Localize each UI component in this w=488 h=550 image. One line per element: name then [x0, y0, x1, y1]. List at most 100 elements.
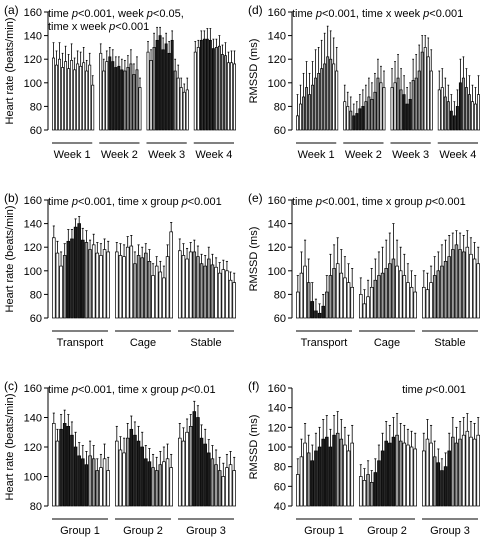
- bar: [62, 255, 67, 319]
- bar: [384, 268, 388, 319]
- bar: [303, 442, 307, 507]
- bar: [108, 56, 112, 131]
- bar: [91, 458, 96, 507]
- bar: [66, 240, 71, 319]
- bar: [196, 256, 200, 319]
- bar: [99, 467, 103, 507]
- bar: [370, 98, 374, 131]
- bar: [314, 77, 318, 131]
- bar: [61, 67, 65, 131]
- bar: [380, 450, 385, 507]
- bar: [409, 286, 414, 319]
- panel-e: (e) time p<0.001, time x group p<0.001 60 8…: [248, 191, 480, 349]
- bar: [339, 272, 344, 319]
- bar: [149, 60, 153, 131]
- bar: [122, 256, 126, 319]
- category-label: Group 1: [304, 525, 344, 537]
- panel-label: (d): [248, 3, 263, 17]
- category-label: Cage: [130, 337, 156, 349]
- bar: [437, 89, 441, 131]
- bar: [343, 101, 347, 131]
- bar: [140, 446, 144, 507]
- panel-label: (a): [4, 3, 19, 17]
- y-tick-label: 100: [268, 78, 286, 90]
- bar: [391, 258, 396, 319]
- bar: [310, 301, 315, 319]
- bar: [429, 70, 433, 131]
- y-tick-label: 60: [274, 125, 286, 137]
- y-tick-label: 80: [274, 101, 286, 113]
- y-tick-label: 120: [24, 54, 42, 66]
- bar: [210, 264, 215, 319]
- bar: [181, 255, 186, 319]
- bar: [302, 96, 306, 131]
- bar: [452, 115, 456, 131]
- bar: [472, 258, 477, 319]
- bar: [306, 282, 311, 319]
- category-label: Group 3: [186, 525, 226, 537]
- bar: [196, 417, 200, 507]
- panel-label: (e): [248, 191, 263, 205]
- bar: [376, 77, 380, 131]
- bar: [205, 38, 209, 131]
- bar: [192, 411, 197, 507]
- y-tick-label: 160: [24, 383, 42, 395]
- bar: [77, 455, 81, 507]
- bar: [420, 51, 424, 131]
- bar: [161, 49, 165, 131]
- y-tick-label: 140: [268, 403, 286, 415]
- bar: [451, 249, 455, 319]
- bar: [373, 279, 378, 319]
- bar: [355, 113, 359, 131]
- bar: [185, 431, 189, 507]
- bar: [210, 458, 215, 507]
- y-tick-label: 140: [24, 31, 42, 43]
- y-tick-label: 140: [24, 413, 42, 425]
- bar: [443, 261, 448, 319]
- bar: [66, 425, 71, 507]
- bar: [55, 64, 58, 131]
- bar: [329, 58, 333, 131]
- bar: [221, 269, 226, 319]
- bar: [99, 255, 103, 319]
- bar: [477, 94, 480, 131]
- bar: [296, 291, 300, 319]
- bar: [165, 458, 170, 507]
- bar: [443, 96, 447, 131]
- category-label: Group 3: [430, 525, 470, 537]
- bar: [349, 110, 353, 131]
- bar: [425, 289, 430, 319]
- bar: [232, 470, 236, 507]
- bar: [440, 265, 444, 319]
- bar: [454, 244, 459, 319]
- bar: [299, 456, 304, 507]
- y-axis-label: RMSSD (ms): [248, 39, 260, 104]
- bar: [447, 256, 451, 319]
- bar: [469, 253, 473, 319]
- bar: [147, 261, 152, 319]
- bar: [132, 74, 136, 131]
- category-label: Stable: [434, 337, 465, 349]
- bar: [88, 249, 92, 319]
- bar: [321, 438, 325, 507]
- y-tick-label: 60: [30, 313, 42, 325]
- bar: [314, 450, 318, 507]
- bar: [328, 446, 333, 507]
- y-tick-label: 80: [274, 289, 286, 301]
- bar: [88, 64, 92, 131]
- y-tick-label: 160: [24, 7, 42, 19]
- category-label: Group 1: [60, 525, 100, 537]
- bar: [73, 446, 78, 507]
- bar: [199, 263, 204, 319]
- y-tick-label: 80: [30, 101, 42, 113]
- bar: [408, 98, 412, 131]
- bar: [136, 440, 141, 507]
- bar: [390, 87, 394, 131]
- bar: [55, 440, 60, 507]
- bar: [225, 270, 229, 319]
- bar: [211, 48, 215, 131]
- bar: [169, 231, 173, 319]
- bar: [402, 94, 406, 131]
- bar: [179, 87, 183, 131]
